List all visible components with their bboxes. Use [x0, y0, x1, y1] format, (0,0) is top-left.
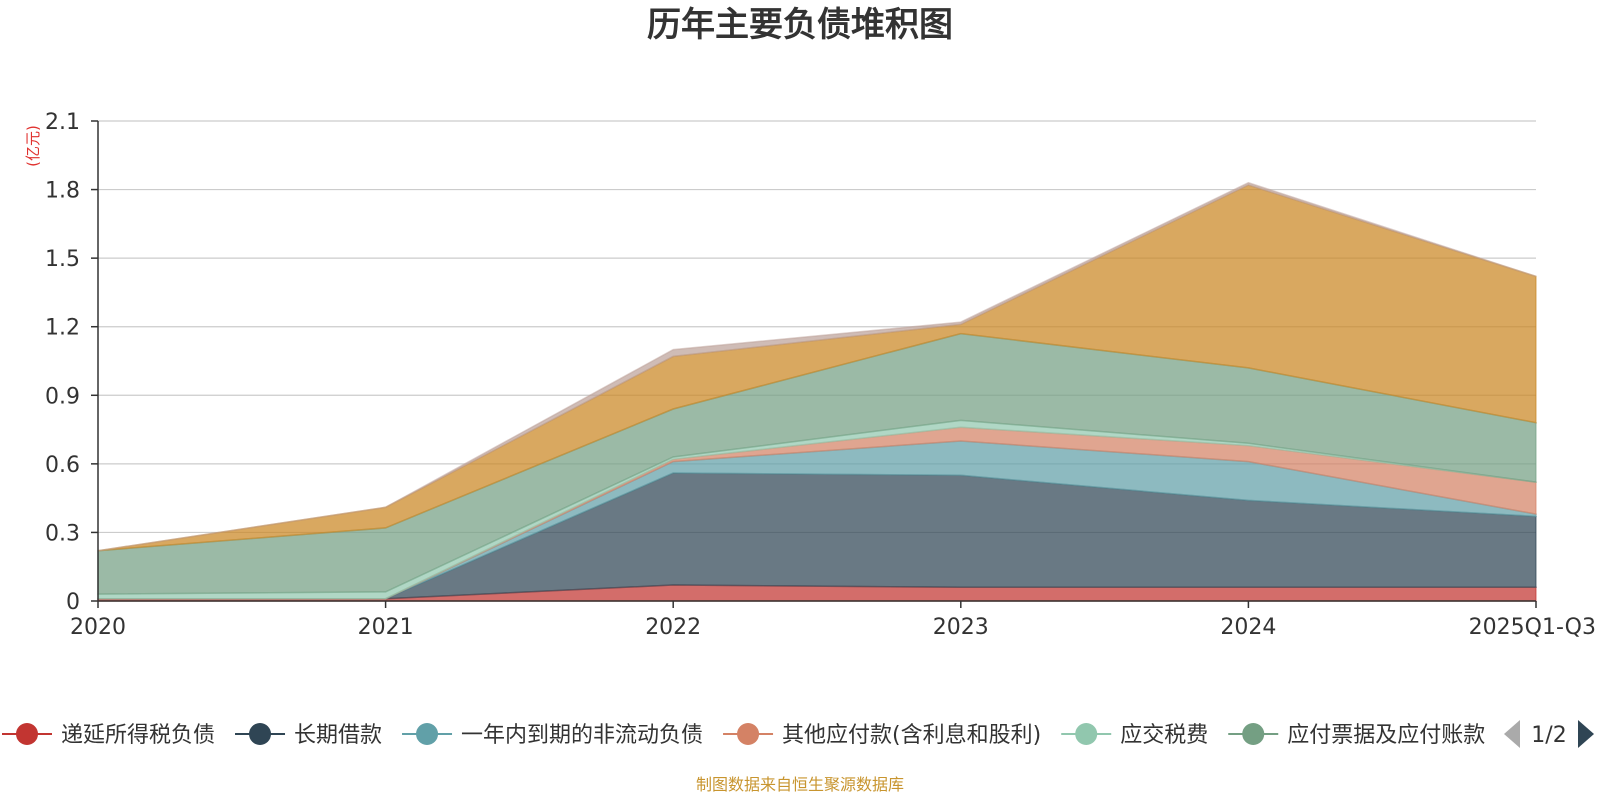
- legend-label: 其他应付款(含利息和股利): [782, 723, 1041, 748]
- legend-item[interactable]: 长期借款: [235, 723, 382, 748]
- chart-title: 历年主要负债堆积图: [647, 5, 953, 45]
- y-tick-label: 1.8: [45, 179, 80, 204]
- legend-marker-icon: [1242, 723, 1265, 745]
- legend-item[interactable]: 递延所得税负债: [2, 723, 215, 748]
- x-tick-label: 2022: [645, 615, 701, 640]
- legend-label: 一年内到期的非流动负债: [461, 723, 703, 748]
- legend-marker-icon: [16, 723, 38, 745]
- axes: 2020 2021 2022 2023 2024 2025Q1-Q3: [70, 121, 1596, 640]
- legend-marker-icon: [249, 723, 272, 745]
- x-tick-label: 2023: [933, 615, 989, 640]
- y-tick-label: 0: [66, 590, 80, 615]
- legend-marker-icon: [737, 723, 760, 745]
- legend-label: 递延所得税负债: [61, 723, 215, 748]
- legend-pager: 1/2: [1504, 720, 1594, 748]
- legend-label: 应付票据及应付账款: [1287, 723, 1485, 748]
- data-source-note: 制图数据来自恒生聚源数据库: [696, 775, 904, 794]
- x-tick-label: 2020: [70, 615, 126, 640]
- series-areas: [97, 181, 1537, 602]
- series-area-7: [97, 181, 1537, 552]
- y-tick-label: 0.3: [45, 521, 80, 546]
- legend: 递延所得税负债 长期借款 一年内到期的非流动负债 其他应付款(含利息和股利) 应交税费 应…: [2, 723, 1485, 748]
- legend-item[interactable]: 应交税费: [1061, 723, 1208, 748]
- legend-marker-icon: [416, 723, 439, 745]
- y-tick-label: 1.5: [45, 247, 80, 272]
- y-tick-label: 0.6: [45, 453, 80, 478]
- y-tick-label: 2.1: [45, 110, 80, 135]
- legend-label: 应交税费: [1120, 723, 1208, 748]
- y-tick-label: 1.2: [45, 316, 80, 341]
- x-tick-label: 2024: [1220, 615, 1276, 640]
- legend-item[interactable]: 一年内到期的非流动负债: [402, 723, 703, 748]
- legend-prev-icon[interactable]: [1504, 720, 1520, 748]
- legend-next-icon[interactable]: [1578, 720, 1594, 748]
- legend-marker-icon: [1075, 723, 1098, 745]
- legend-item[interactable]: 应付票据及应付账款: [1228, 723, 1485, 748]
- x-tick-label: 2025Q1-Q3: [1469, 615, 1596, 640]
- legend-label: 长期借款: [294, 723, 382, 748]
- x-tick-label: 2021: [358, 615, 414, 640]
- y-tick-label: 0.9: [45, 384, 80, 409]
- legend-page-indicator: 1/2: [1531, 723, 1566, 748]
- legend-item[interactable]: 其他应付款(含利息和股利): [723, 723, 1041, 748]
- y-axis-unit-label: (亿元): [24, 125, 42, 167]
